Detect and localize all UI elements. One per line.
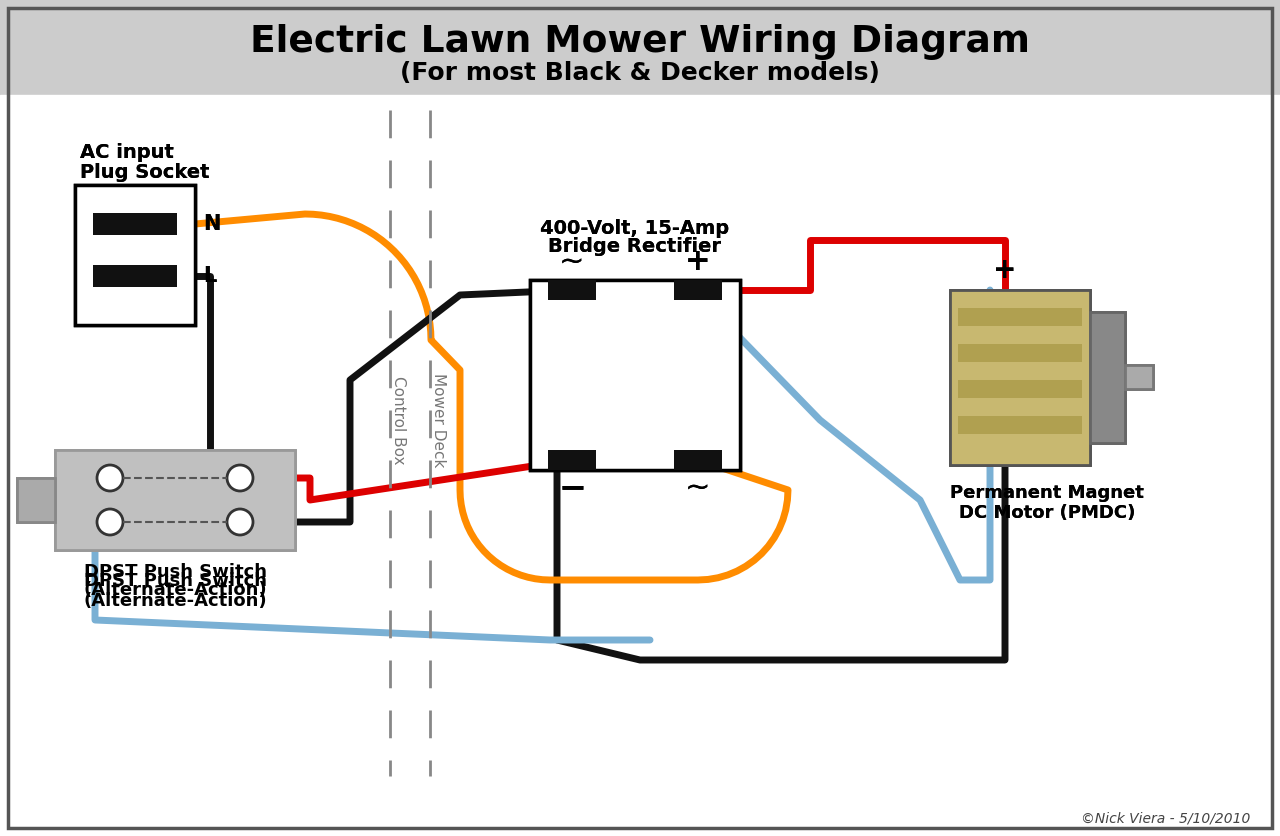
- Bar: [957, 344, 1082, 362]
- Text: ©Nick Viera - 5/10/2010: ©Nick Viera - 5/10/2010: [1080, 811, 1251, 825]
- Bar: [957, 380, 1082, 398]
- Text: L: L: [204, 266, 216, 286]
- Bar: [675, 450, 722, 470]
- Text: DPST Push Switch: DPST Push Switch: [83, 572, 266, 590]
- Text: Permanent Magnet: Permanent Magnet: [950, 484, 1144, 502]
- Text: (Alternate-Action): (Alternate-Action): [83, 581, 266, 599]
- Bar: [1091, 312, 1125, 443]
- Text: +: +: [993, 256, 1016, 284]
- Bar: [675, 450, 722, 470]
- Bar: [0, 0, 1280, 95]
- Bar: [0, 95, 1280, 836]
- Polygon shape: [625, 337, 645, 357]
- Bar: [950, 290, 1091, 465]
- Bar: [957, 308, 1082, 326]
- Bar: [17, 478, 55, 522]
- Text: DC Motor (PMDC): DC Motor (PMDC): [959, 504, 1135, 522]
- Text: −: −: [558, 472, 586, 504]
- Polygon shape: [625, 393, 645, 413]
- Text: AC input: AC input: [79, 144, 174, 162]
- Bar: [76, 185, 195, 325]
- Text: ~: ~: [685, 473, 710, 502]
- Circle shape: [227, 509, 253, 535]
- Circle shape: [227, 509, 253, 535]
- Bar: [957, 380, 1082, 398]
- Text: Plug Socket: Plug Socket: [79, 164, 210, 182]
- Circle shape: [97, 465, 123, 491]
- Text: Plug Socket: Plug Socket: [79, 164, 210, 182]
- Bar: [93, 265, 177, 287]
- Bar: [93, 213, 177, 235]
- Bar: [548, 450, 596, 470]
- Text: N: N: [204, 214, 220, 234]
- Text: +: +: [993, 256, 1016, 284]
- Circle shape: [97, 509, 123, 535]
- Bar: [17, 478, 55, 522]
- Bar: [957, 344, 1082, 362]
- Text: 400-Volt, 15-Amp: 400-Volt, 15-Amp: [540, 218, 730, 237]
- Text: (For most Black & Decker models): (For most Black & Decker models): [401, 61, 879, 85]
- Text: (Alternate-Action): (Alternate-Action): [83, 592, 266, 610]
- Bar: [957, 416, 1082, 434]
- Bar: [93, 213, 177, 235]
- Text: ~: ~: [559, 247, 585, 277]
- Text: −: −: [558, 472, 586, 504]
- Bar: [530, 280, 740, 470]
- Circle shape: [227, 465, 253, 491]
- Text: AC input: AC input: [79, 144, 174, 162]
- Polygon shape: [625, 393, 645, 413]
- Text: ~: ~: [559, 247, 585, 277]
- Text: +: +: [685, 247, 710, 277]
- Text: DC Motor (PMDC): DC Motor (PMDC): [959, 504, 1135, 522]
- Text: Control Box: Control Box: [390, 375, 406, 464]
- Text: Electric Lawn Mower Wiring Diagram: Electric Lawn Mower Wiring Diagram: [250, 24, 1030, 60]
- Bar: [93, 265, 177, 287]
- Circle shape: [97, 509, 123, 535]
- Bar: [1091, 312, 1125, 443]
- Bar: [530, 280, 740, 470]
- Text: 400-Volt, 15-Amp: 400-Volt, 15-Amp: [540, 218, 730, 237]
- Bar: [55, 450, 294, 550]
- Bar: [55, 450, 294, 550]
- Text: L: L: [204, 266, 216, 286]
- Circle shape: [97, 465, 123, 491]
- Bar: [548, 450, 596, 470]
- Text: Mower Deck: Mower Deck: [430, 373, 445, 467]
- Bar: [950, 290, 1091, 465]
- Text: +: +: [685, 247, 710, 277]
- Bar: [957, 308, 1082, 326]
- Bar: [548, 280, 596, 300]
- Bar: [675, 280, 722, 300]
- Text: DPST Push Switch: DPST Push Switch: [83, 563, 266, 581]
- Text: Bridge Rectifier: Bridge Rectifier: [549, 237, 722, 257]
- Text: ~: ~: [685, 473, 710, 502]
- Bar: [1125, 365, 1153, 389]
- Bar: [76, 185, 195, 325]
- Bar: [957, 416, 1082, 434]
- Bar: [675, 280, 722, 300]
- Bar: [1125, 365, 1153, 389]
- Text: Bridge Rectifier: Bridge Rectifier: [549, 237, 722, 257]
- Text: N: N: [204, 214, 220, 234]
- Text: Permanent Magnet: Permanent Magnet: [950, 484, 1144, 502]
- Bar: [548, 280, 596, 300]
- Circle shape: [227, 465, 253, 491]
- Polygon shape: [625, 337, 645, 357]
